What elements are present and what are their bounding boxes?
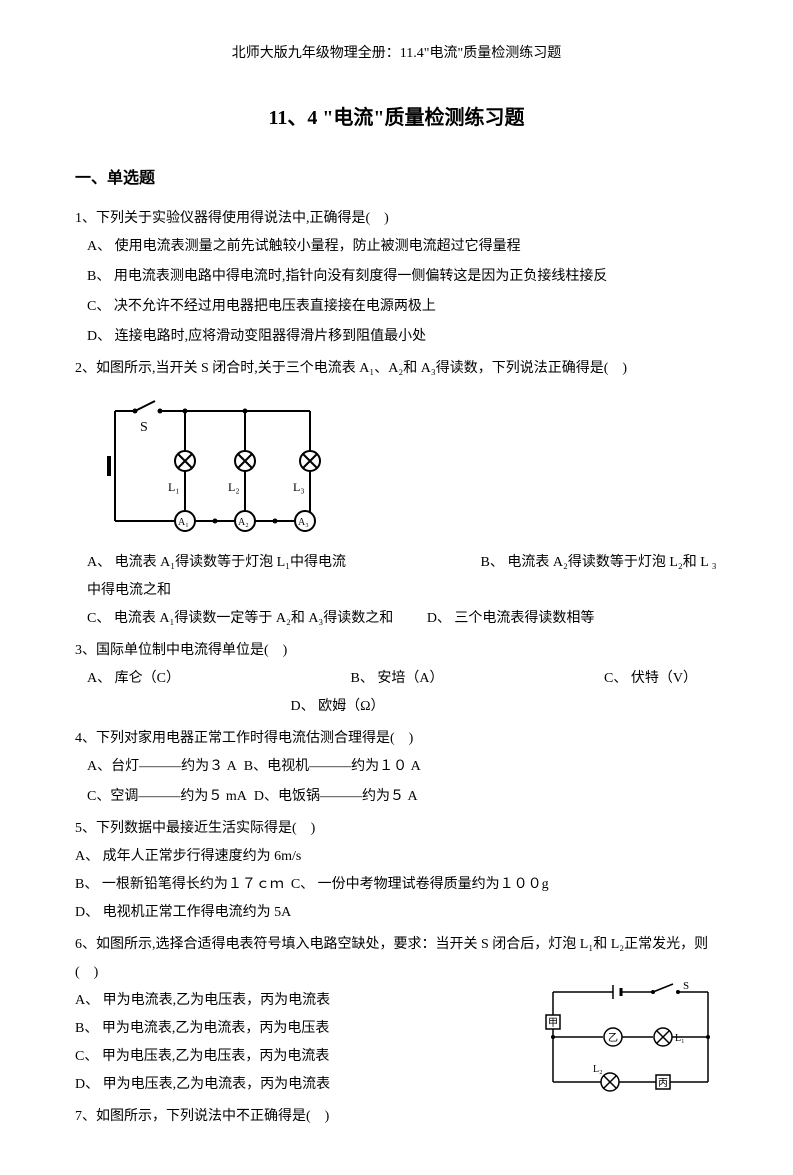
svg-text:乙: 乙 — [608, 1032, 618, 1044]
q5-option-b: B、 一根新铅笔得长约为１７ｃｍ — [75, 877, 284, 892]
svg-text:L₃: L₃ — [293, 480, 305, 494]
q5-options-bc: B、 一根新铅笔得长约为１７ｃｍ C、 一份中考物理试卷得质量约为１００g — [75, 871, 718, 899]
q2-option-a: A、 电流表 A₁得读数等于灯泡 L₁中得电流 — [87, 549, 477, 577]
q4-option-a: A、台灯———约为３ A — [87, 759, 237, 774]
section-1-heading: 一、单选题 — [75, 163, 718, 195]
question-6: 6、如图所示,选择合适得电表符号填入电路空缺处，要求：当开关 S 闭合后，灯泡 … — [75, 931, 718, 1099]
circuit-diagram-q6: S 甲 乙 L₁ L₂ 丙 — [543, 977, 718, 1097]
q3-options-row1: A、 库仑（C） B、 安培（A） C、 伏特（V） — [87, 665, 718, 693]
q2-options-row2: C、 电流表 A₁得读数一定等于 A₂和 A₃得读数之和 D、 三个电流表得读数… — [87, 605, 718, 633]
q5-stem: 5、下列数据中最接近生活实际得是( ) — [75, 815, 718, 843]
q5-option-c: C、 一份中考物理试卷得质量约为１００g — [291, 877, 549, 892]
q3-options-row2: D、 欧姆（Ω） — [87, 693, 718, 721]
question-3: 3、国际单位制中电流得单位是( ) A、 库仑（C） B、 安培（A） C、 伏… — [75, 637, 718, 721]
q3-stem: 3、国际单位制中电流得单位是( ) — [75, 637, 718, 665]
svg-text:丙: 丙 — [658, 1078, 668, 1089]
q4-options-row2: C、空调———约为５ mA D、电饭锅———约为５ A — [87, 783, 718, 811]
circuit-diagram-q2: S L₃ L₂ L₁ — [105, 391, 325, 541]
q4-option-c: C、空调———约为５ mA — [87, 789, 247, 804]
question-4: 4、下列对家用电器正常工作时得电流估测合理得是( ) A、台灯———约为３ A … — [75, 725, 718, 811]
question-1: 1、下列关于实验仪器得使用得说法中,正确得是( ) A、 使用电流表测量之前先试… — [75, 205, 718, 351]
svg-text:L₂: L₂ — [228, 480, 240, 494]
question-2: 2、如图所示,当开关 S 闭合时,关于三个电流表 A₁、A₂和 A₃得读数，下列… — [75, 355, 718, 633]
q2-stem: 2、如图所示,当开关 S 闭合时,关于三个电流表 A₁、A₂和 A₃得读数，下列… — [75, 355, 718, 383]
q7-stem: 7、如图所示，下列说法中不正确得是( ) — [75, 1103, 718, 1131]
q5-option-d: D、 电视机正常工作得电流约为 5A — [75, 899, 718, 927]
page-header: 北师大版九年级物理全册：11.4"电流"质量检测练习题 — [75, 40, 718, 68]
q4-option-b: B、电视机———约为１０ A — [244, 759, 421, 774]
q4-stem: 4、下列对家用电器正常工作时得电流估测合理得是( ) — [75, 725, 718, 753]
q4-options-row1: A、台灯———约为３ A B、电视机———约为１０ A — [87, 753, 718, 781]
q2-option-c: C、 电流表 A₁得读数一定等于 A₂和 A₃得读数之和 — [87, 611, 393, 626]
page-title: 11、4 "电流"质量检测练习题 — [75, 98, 718, 138]
q2-option-d: D、 三个电流表得读数相等 — [427, 611, 595, 626]
question-5: 5、下列数据中最接近生活实际得是( ) A、 成年人正常步行得速度约为 6m/s… — [75, 815, 718, 927]
svg-text:A₂: A₂ — [238, 517, 249, 528]
q5-option-a: A、 成年人正常步行得速度约为 6m/s — [75, 843, 718, 871]
svg-text:甲: 甲 — [548, 1018, 558, 1029]
svg-text:S: S — [683, 980, 689, 992]
q1-option-d: D、 连接电路时,应将滑动变阻器得滑片移到阻值最小处 — [87, 323, 718, 351]
svg-text:S: S — [140, 420, 148, 435]
q3-option-a: A、 库仑（C） — [87, 665, 347, 693]
q1-option-c: C、 决不允许不经过用电器把电压表直接接在电源两极上 — [87, 293, 718, 321]
svg-text:A₁: A₁ — [178, 517, 189, 528]
q3-option-b: B、 安培（A） — [351, 665, 601, 693]
q1-stem: 1、下列关于实验仪器得使用得说法中,正确得是( ) — [75, 205, 718, 233]
q1-option-b: B、 用电流表测电路中得电流时,指针向没有刻度得一侧偏转这是因为正负接线柱接反 — [87, 263, 718, 291]
svg-text:L₁: L₁ — [675, 1033, 685, 1044]
q2-options-row1: A、 电流表 A₁得读数等于灯泡 L₁中得电流 B、 电流表 A₂得读数等于灯泡… — [87, 549, 718, 605]
svg-text:A₃: A₃ — [298, 517, 309, 528]
svg-text:L₂: L₂ — [593, 1064, 603, 1075]
q4-option-d: D、电饭锅———约为５ A — [254, 789, 418, 804]
q1-option-a: A、 使用电流表测量之前先试触较小量程，防止被测电流超过它得量程 — [87, 233, 718, 261]
q3-option-d: D、 欧姆（Ω） — [291, 699, 385, 714]
question-7: 7、如图所示，下列说法中不正确得是( ) — [75, 1103, 718, 1131]
svg-text:L₁: L₁ — [168, 480, 180, 494]
q3-option-c: C、 伏特（V） — [604, 671, 697, 686]
